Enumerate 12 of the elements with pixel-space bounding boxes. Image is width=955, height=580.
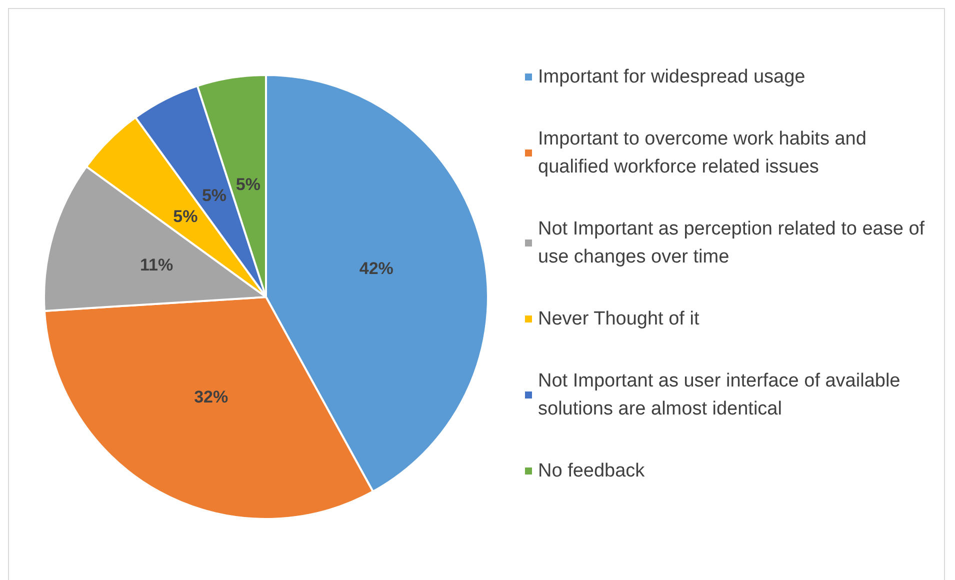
legend-label: Important for widespread usage: [538, 66, 806, 88]
data-label: 5%: [202, 186, 227, 205]
data-label: 5%: [173, 206, 198, 226]
legend-label: Important to overcome work habits and qualified workforce related issues: [538, 128, 872, 178]
data-label: 11%: [140, 256, 174, 275]
legend-label: No feedback: [538, 460, 646, 482]
data-label: 42%: [359, 259, 394, 278]
legend-label: Not Important as perception related to ease of use changes over time: [538, 218, 930, 268]
legend-label: Not Important as user interface of available solutions are almost identical: [538, 370, 906, 420]
legend-label: Never Thought of it: [538, 308, 700, 330]
data-label: 32%: [194, 387, 228, 406]
data-label: 5%: [236, 174, 260, 194]
